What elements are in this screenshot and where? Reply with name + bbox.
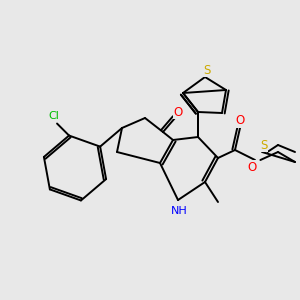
Text: O: O [236,114,244,127]
Text: O: O [173,106,183,118]
Text: S: S [203,64,210,77]
Text: NH: NH [171,206,188,215]
Text: S: S [260,139,267,152]
Text: Cl: Cl [49,111,59,121]
Text: O: O [248,161,256,174]
